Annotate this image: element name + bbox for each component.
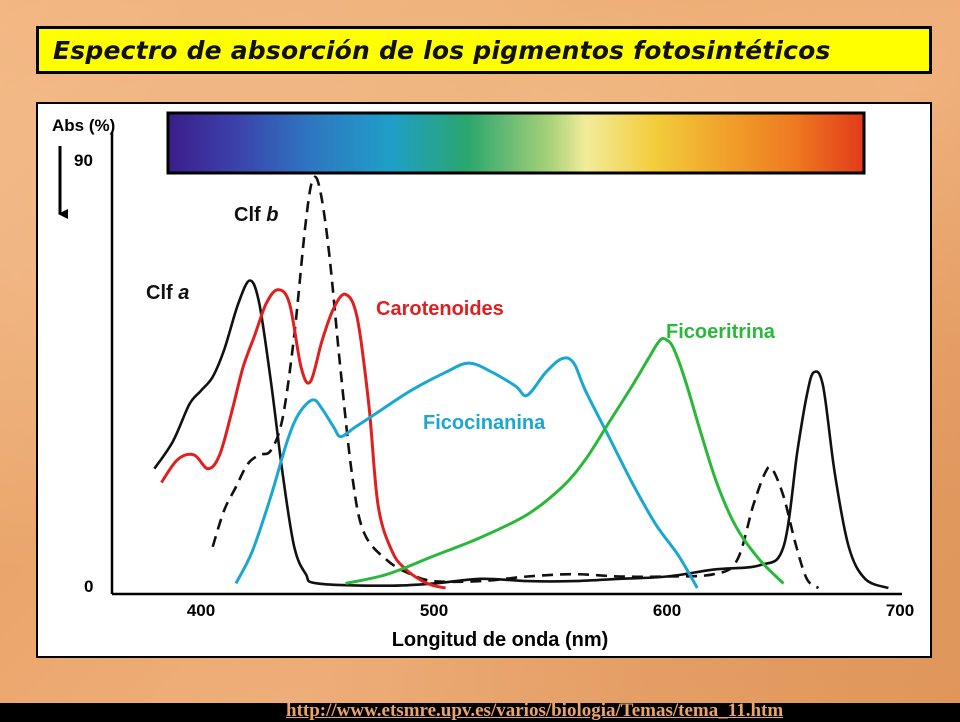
source-url-link[interactable]: http://www.etsmre.upv.es/varios/biologia…	[286, 700, 784, 721]
series-label-carotenoides: Carotenoides	[376, 298, 504, 320]
series-line-ficoeritrina	[345, 336, 785, 585]
series-label-ficocinanina: Ficocinanina	[423, 412, 546, 434]
series-line-carotenoides	[160, 288, 446, 590]
y-axis-label: Abs (%)	[52, 116, 115, 135]
x-axis-label: Longitud de onda (nm)	[392, 629, 609, 651]
visible-spectrum-bar	[166, 111, 866, 175]
series-label-clf-b: Clf b	[234, 204, 278, 226]
plot-area: Abs (%) 90 0 400 500 600 700 Longitud de…	[36, 102, 932, 658]
series-label-clf-a: Clf a	[146, 282, 189, 304]
y-tick-label: 90	[74, 151, 93, 170]
y-tick-label: 0	[84, 577, 93, 596]
x-tick-label: 500	[420, 601, 448, 620]
chart-title: Espectro de absorción de los pigmentos f…	[53, 35, 831, 65]
x-tick-label: 400	[187, 601, 215, 620]
title-banner: Espectro de absorción de los pigmentos f…	[36, 26, 932, 74]
series-label-ficoeritrina: Ficoeritrina	[666, 321, 776, 343]
x-tick-label: 700	[886, 601, 914, 620]
chart-svg: Abs (%) 90 0 400 500 600 700 Longitud de…	[52, 111, 914, 651]
series-line-clf-b	[211, 175, 820, 590]
x-tick-label: 600	[653, 601, 681, 620]
series-line-ficocinanina	[234, 356, 699, 589]
series-line-clf-a	[153, 279, 889, 590]
